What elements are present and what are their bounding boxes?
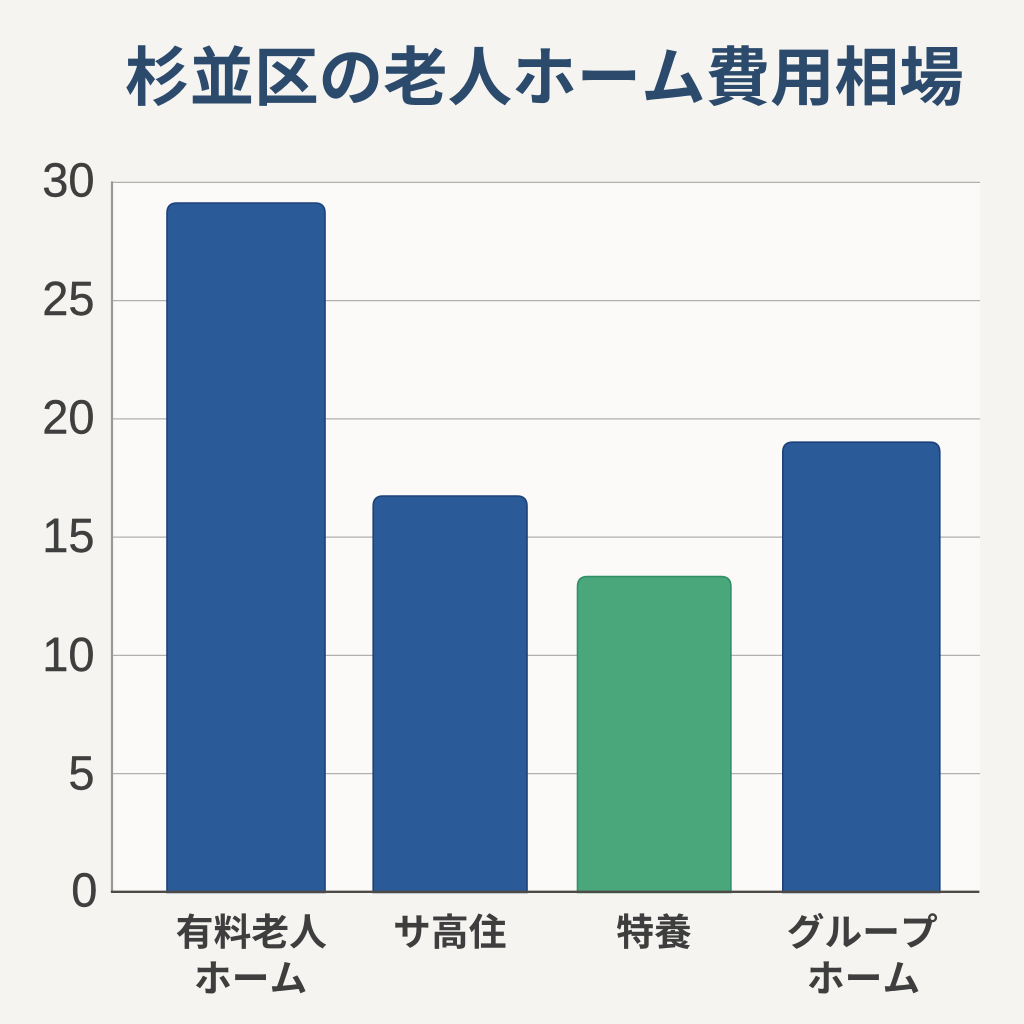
svg-text:25: 25 [42, 273, 94, 327]
svg-text:0: 0 [71, 864, 97, 918]
svg-text:15: 15 [42, 510, 94, 564]
svg-text:20: 20 [42, 391, 94, 445]
svg-text:30: 30 [42, 154, 94, 208]
svg-text:10: 10 [42, 628, 94, 682]
svg-text:5: 5 [68, 747, 94, 801]
